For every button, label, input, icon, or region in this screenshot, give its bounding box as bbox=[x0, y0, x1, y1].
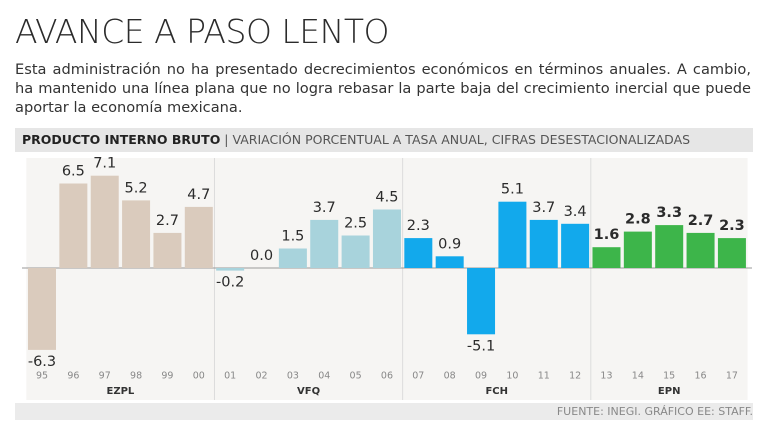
x-tick-label: 17 bbox=[726, 371, 738, 382]
bar bbox=[310, 219, 339, 268]
x-tick-label: 99 bbox=[161, 371, 173, 382]
x-tick-label: 08 bbox=[444, 371, 456, 382]
group-label: EPN bbox=[658, 386, 681, 397]
title: AVANCE A PASO LENTO bbox=[15, 12, 389, 51]
bar bbox=[278, 248, 307, 268]
x-tick-label: 05 bbox=[350, 371, 362, 382]
x-tick-label: 15 bbox=[663, 371, 675, 382]
value-label: 2.3 bbox=[407, 218, 430, 234]
value-label: 2.7 bbox=[156, 213, 179, 229]
value-label: 1.6 bbox=[594, 227, 620, 243]
value-label: 2.7 bbox=[688, 213, 714, 229]
x-tick-label: 96 bbox=[67, 371, 79, 382]
subtitle: Esta administración no ha presentado dec… bbox=[15, 61, 751, 116]
bar bbox=[498, 201, 527, 268]
bar bbox=[153, 232, 182, 268]
chart-subtitle: VARIACIÓN PORCENTUAL A TASA ANUAL, CIFRA… bbox=[232, 132, 691, 147]
bar bbox=[435, 256, 464, 268]
x-tick-label: 97 bbox=[99, 371, 111, 382]
x-tick-label: 04 bbox=[318, 371, 330, 382]
x-tick-label: 12 bbox=[569, 371, 581, 382]
value-label: -6.3 bbox=[28, 354, 56, 370]
value-label: 2.8 bbox=[625, 212, 651, 228]
value-label: 6.5 bbox=[62, 164, 85, 180]
bar bbox=[467, 268, 496, 335]
value-label: 4.7 bbox=[187, 187, 210, 203]
group-label: EZPL bbox=[107, 386, 135, 397]
value-label: 2.3 bbox=[719, 218, 745, 234]
x-tick-label: 03 bbox=[287, 371, 299, 382]
value-label: 3.7 bbox=[532, 200, 555, 216]
bar bbox=[592, 247, 621, 268]
value-label: 3.7 bbox=[313, 200, 336, 216]
value-label: -0.2 bbox=[216, 275, 244, 291]
x-tick-label: 01 bbox=[224, 371, 236, 382]
value-label: 7.1 bbox=[93, 156, 116, 172]
value-label: 0.9 bbox=[438, 236, 461, 252]
chart-title: PRODUCTO INTERNO BRUTO bbox=[22, 132, 221, 147]
bar bbox=[404, 238, 433, 268]
x-tick-label: 11 bbox=[538, 371, 550, 382]
source: FUENTE: INEGI. GRÁFICO EE: STAFF. bbox=[15, 403, 753, 420]
bar bbox=[623, 231, 652, 268]
bar bbox=[59, 183, 88, 268]
value-label: 3.3 bbox=[656, 205, 682, 221]
value-label: 4.5 bbox=[375, 190, 398, 206]
bar bbox=[184, 206, 213, 268]
panel bbox=[590, 158, 748, 400]
x-tick-label: 06 bbox=[381, 371, 393, 382]
value-label: 5.1 bbox=[501, 182, 524, 198]
value-label: -5.1 bbox=[467, 338, 495, 354]
panel bbox=[214, 158, 403, 400]
value-label: 1.5 bbox=[281, 229, 304, 245]
bar bbox=[90, 175, 119, 268]
x-tick-label: 13 bbox=[600, 371, 612, 382]
chart-header: PRODUCTO INTERNO BRUTO | VARIACIÓN PORCE… bbox=[15, 128, 753, 152]
group-label: VFQ bbox=[297, 386, 320, 397]
x-tick-label: 10 bbox=[506, 371, 518, 382]
x-tick-label: 00 bbox=[193, 371, 205, 382]
bar bbox=[122, 200, 151, 268]
x-tick-label: 16 bbox=[695, 371, 707, 382]
x-tick-label: 09 bbox=[475, 371, 487, 382]
value-label: 0.0 bbox=[250, 248, 273, 264]
x-tick-label: 07 bbox=[412, 371, 424, 382]
bar bbox=[686, 232, 715, 268]
panel bbox=[26, 158, 215, 400]
x-tick-label: 95 bbox=[36, 371, 48, 382]
bar bbox=[341, 235, 370, 268]
value-label: 5.2 bbox=[125, 180, 148, 196]
bar bbox=[655, 225, 684, 268]
value-label: 2.5 bbox=[344, 216, 367, 232]
chart: EZPL VFQ FCH EPN 95 96 97 98 99 00 01 02 03 04 05 06 07 0… bbox=[22, 156, 752, 400]
value-label: 3.4 bbox=[564, 204, 587, 220]
bar bbox=[28, 268, 56, 350]
bar bbox=[216, 268, 245, 271]
bar bbox=[717, 238, 746, 268]
bar bbox=[529, 219, 558, 268]
group-label: FCH bbox=[485, 386, 508, 397]
x-tick-label: 98 bbox=[130, 371, 142, 382]
x-tick-label: 02 bbox=[255, 371, 267, 382]
source-text: FUENTE: INEGI. GRÁFICO EE: STAFF. bbox=[556, 405, 753, 418]
bar bbox=[561, 223, 590, 268]
x-tick-label: 14 bbox=[632, 371, 644, 382]
bar bbox=[372, 209, 401, 268]
panel bbox=[402, 158, 591, 400]
